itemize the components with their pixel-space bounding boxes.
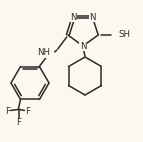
Text: F: F: [25, 107, 30, 116]
Text: F: F: [16, 118, 21, 127]
Text: F: F: [5, 107, 10, 116]
Text: N: N: [80, 41, 86, 51]
Text: SH: SH: [118, 30, 130, 39]
Text: N: N: [89, 12, 96, 22]
Text: NH: NH: [37, 48, 50, 58]
Text: N: N: [70, 12, 77, 22]
